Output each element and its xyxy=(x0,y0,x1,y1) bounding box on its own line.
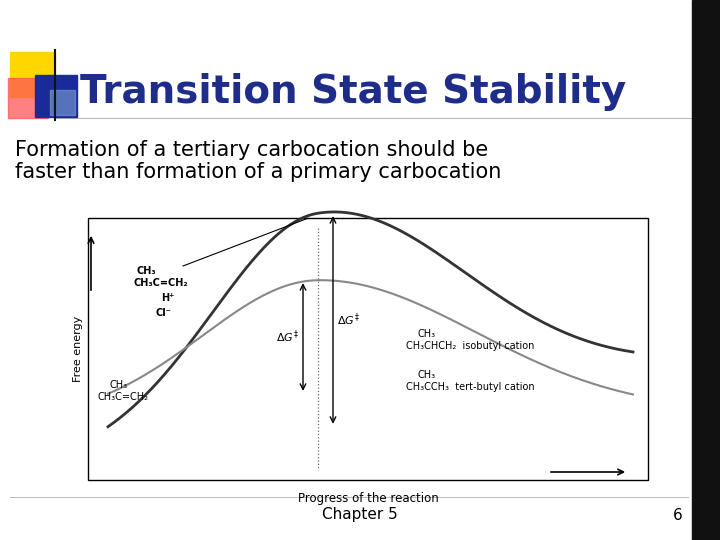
Text: H⁺: H⁺ xyxy=(161,293,174,303)
Bar xyxy=(35,75,77,117)
Text: Cl⁻: Cl⁻ xyxy=(156,308,172,318)
Text: faster than formation of a primary carbocation: faster than formation of a primary carbo… xyxy=(15,162,501,182)
Bar xyxy=(692,0,720,540)
Bar xyxy=(88,218,648,480)
Text: CH₃C=CH₂: CH₃C=CH₂ xyxy=(133,278,188,288)
Text: CH₃C=CH₂: CH₃C=CH₂ xyxy=(98,392,149,402)
Text: Formation of a tertiary carbocation should be: Formation of a tertiary carbocation shou… xyxy=(15,140,488,160)
Text: Transition State Stability: Transition State Stability xyxy=(80,73,626,111)
Bar xyxy=(50,90,75,115)
Text: Chapter 5: Chapter 5 xyxy=(322,508,398,523)
Text: 6: 6 xyxy=(673,508,683,523)
Text: CH₃: CH₃ xyxy=(418,329,436,339)
Text: CH₃CCH₃  tert-butyl cation: CH₃CCH₃ tert-butyl cation xyxy=(406,382,535,392)
Text: Free energy: Free energy xyxy=(73,316,83,382)
Text: $\Delta G^{\ddagger}$: $\Delta G^{\ddagger}$ xyxy=(276,329,299,345)
Text: CH₃CHCH₂  isobutyl cation: CH₃CHCH₂ isobutyl cation xyxy=(406,341,534,351)
Text: Progress of the reaction: Progress of the reaction xyxy=(297,492,438,505)
Text: $\Delta G^{\ddagger}$: $\Delta G^{\ddagger}$ xyxy=(337,312,360,328)
Text: CH₃: CH₃ xyxy=(110,380,128,390)
Text: CH₃: CH₃ xyxy=(136,266,156,276)
Bar xyxy=(8,78,48,118)
Bar xyxy=(10,52,55,97)
Text: CH₃: CH₃ xyxy=(418,370,436,380)
